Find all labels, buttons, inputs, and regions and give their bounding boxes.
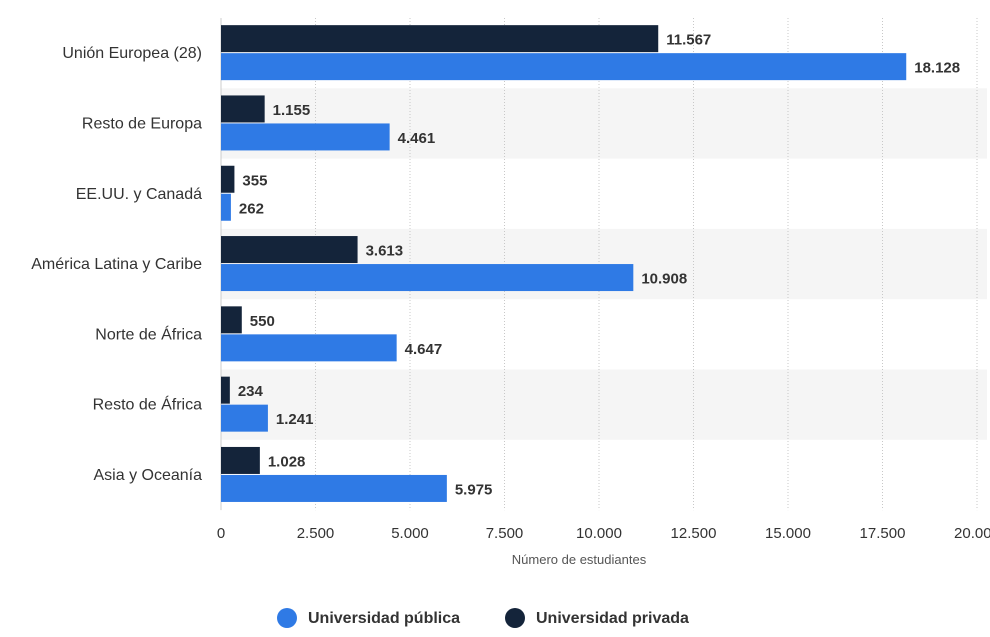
bar[interactable] — [221, 446, 260, 474]
category-label: Unión Europea (28) — [62, 45, 202, 62]
x-tick-label: 2.500 — [297, 525, 335, 542]
row-band — [221, 369, 987, 440]
category-label: América Latina y Caribe — [31, 256, 202, 273]
category-label: Resto de Europa — [82, 115, 202, 132]
x-tick-label: 0 — [217, 525, 225, 542]
data-label: 11.567 — [666, 32, 711, 49]
bar[interactable] — [221, 236, 358, 264]
data-label: 10.908 — [641, 271, 687, 288]
legend-marker[interactable] — [277, 608, 297, 628]
category-label: Norte de África — [95, 324, 202, 343]
bar[interactable] — [221, 95, 265, 123]
bar[interactable] — [221, 334, 397, 362]
data-label: 4.647 — [405, 341, 443, 358]
data-label: 1.241 — [276, 411, 314, 428]
data-label: 355 — [242, 172, 267, 189]
data-label: 3.613 — [366, 243, 404, 260]
category-label: Asia y Oceanía — [94, 467, 203, 484]
category-label: EE.UU. y Canadá — [76, 186, 202, 203]
bar[interactable] — [221, 53, 907, 81]
data-label: 1.028 — [268, 453, 306, 470]
x-axis-title: Número de estudiantes — [512, 552, 647, 567]
x-tick-label: 12.500 — [671, 525, 717, 542]
x-tick-label: 20.000 — [954, 525, 990, 542]
data-label: 18.128 — [914, 60, 960, 77]
bar[interactable] — [221, 404, 268, 432]
data-label: 1.155 — [273, 102, 311, 119]
bar[interactable] — [221, 123, 390, 151]
bar[interactable] — [221, 306, 242, 334]
data-label: 234 — [238, 383, 264, 400]
bar[interactable] — [221, 25, 659, 53]
bar[interactable] — [221, 264, 634, 292]
x-tick-label: 5.000 — [391, 525, 429, 542]
bar[interactable] — [221, 474, 447, 502]
data-label: 5.975 — [455, 481, 493, 498]
legend-label[interactable]: Universidad pública — [308, 610, 460, 627]
data-label: 4.461 — [398, 130, 436, 147]
bar[interactable] — [221, 376, 230, 404]
bar[interactable] — [221, 165, 235, 193]
x-tick-label: 7.500 — [486, 525, 524, 542]
legend-marker[interactable] — [505, 608, 525, 628]
data-label: 262 — [239, 200, 264, 217]
data-label: 550 — [250, 313, 275, 330]
bar[interactable] — [221, 193, 231, 221]
x-tick-label: 17.500 — [860, 525, 906, 542]
category-label: Resto de África — [93, 395, 202, 414]
x-tick-label: 10.000 — [576, 525, 622, 542]
legend-label[interactable]: Universidad privada — [536, 610, 689, 627]
x-tick-label: 15.000 — [765, 525, 811, 542]
